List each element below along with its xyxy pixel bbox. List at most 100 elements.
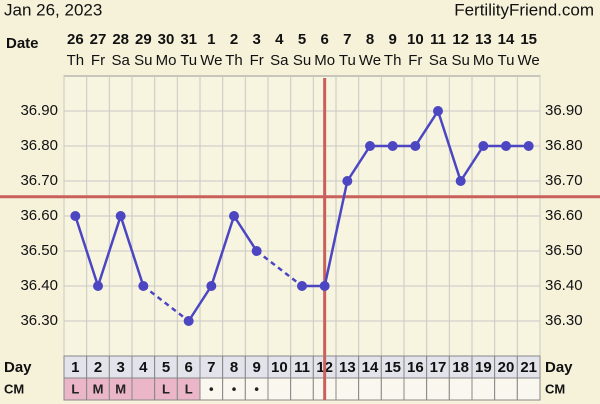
day-number: 10	[271, 359, 288, 376]
date-label: 7	[343, 31, 351, 48]
cm-cell	[403, 377, 428, 401]
weekday-label: Su	[451, 52, 469, 69]
y-tick-label: 36.30	[20, 312, 58, 329]
cm-cell	[131, 377, 156, 401]
cm-value: •	[232, 381, 237, 396]
day-number: 5	[162, 359, 170, 376]
cm-value: L	[162, 381, 170, 396]
line-segment	[436, 110, 462, 182]
temperature-point	[478, 141, 489, 151]
y-tick-label-right: 36.80	[545, 137, 583, 154]
date-label: 4	[275, 31, 284, 48]
date-label: 31	[180, 31, 197, 48]
y-tick-label: 36.50	[20, 242, 58, 259]
weekday-label: Sa	[429, 52, 448, 69]
weekday-label: Mo	[473, 52, 494, 69]
day-label-right: Day	[545, 359, 573, 376]
cm-value: •	[209, 381, 214, 396]
date-label: 1	[207, 31, 215, 48]
temperature-point	[206, 281, 217, 291]
day-number: 1	[71, 359, 79, 376]
date-label: Date	[6, 35, 39, 52]
date-label: 3	[252, 31, 260, 48]
y-tick-label-right: 36.60	[545, 207, 583, 224]
chart-title: Jan 26, 2023	[4, 0, 102, 19]
date-label: 14	[498, 31, 515, 48]
weekday-label: Tu	[180, 52, 197, 69]
cm-label: CM	[4, 381, 24, 396]
temperature-point	[115, 211, 126, 221]
y-tick-label: 36.90	[20, 102, 58, 119]
weekday-label: Th	[384, 52, 402, 69]
weekday-label: Th	[67, 52, 85, 69]
date-label: 9	[388, 31, 396, 48]
day-number: 18	[452, 359, 469, 376]
cm-cell	[426, 377, 450, 401]
temperature-point	[455, 176, 466, 186]
line-segment	[96, 215, 122, 287]
day-number: 14	[362, 359, 379, 376]
cm-cell	[335, 377, 360, 401]
cm-label-right: CM	[545, 381, 565, 396]
day-number: 2	[94, 359, 102, 376]
weekday-label: Su	[293, 52, 311, 69]
temperature-point	[138, 281, 149, 291]
cm-value: L	[185, 381, 193, 396]
temperature-point	[523, 141, 534, 151]
day-number: 6	[184, 359, 192, 376]
weekday-label: Mo	[314, 52, 335, 69]
temperature-point	[410, 141, 421, 151]
weekday-label: Th	[225, 52, 243, 69]
day-number: 13	[339, 359, 356, 376]
temperature-point	[501, 141, 511, 151]
weekday-label: Su	[134, 52, 152, 69]
weekday-label: We	[518, 52, 540, 69]
temperature-point	[319, 281, 330, 291]
day-number: 3	[116, 359, 124, 376]
line-segment	[119, 215, 145, 287]
temperature-point	[93, 281, 103, 291]
line-segment	[414, 110, 440, 147]
cm-cell	[380, 377, 405, 401]
day-number: 11	[294, 359, 310, 376]
day-number: 8	[230, 359, 238, 376]
date-label: 28	[112, 31, 129, 48]
date-label: 8	[366, 31, 374, 48]
temperature-point	[229, 211, 239, 221]
weekday-label: Sa	[111, 52, 130, 69]
date-label: 10	[407, 31, 424, 48]
temperature-point	[183, 316, 194, 326]
date-label: 29	[135, 31, 152, 48]
line-segment	[255, 250, 303, 287]
line-segment	[74, 215, 100, 287]
weekday-label: Fr	[408, 52, 422, 69]
cm-cell	[290, 377, 314, 401]
weekday-label: We	[200, 52, 222, 69]
temperature-point	[342, 176, 353, 186]
weekday-label: Mo	[156, 52, 177, 69]
y-tick-label-right: 36.50	[545, 242, 583, 259]
line-segment	[232, 215, 258, 252]
cm-cell	[516, 377, 541, 401]
temperature-point	[365, 141, 375, 151]
cm-value: L	[71, 381, 79, 396]
cm-cell	[358, 377, 382, 401]
y-tick-label-right: 36.30	[545, 312, 583, 329]
y-tick-label: 36.60	[20, 207, 58, 224]
date-label: 15	[520, 31, 537, 48]
line-segment	[187, 285, 213, 322]
cm-value: M	[115, 381, 126, 396]
y-tick-label-right: 36.90	[545, 102, 583, 119]
y-tick-label-right: 36.70	[545, 172, 583, 189]
day-number: 17	[430, 359, 447, 376]
date-label: 2	[230, 31, 238, 48]
date-label: 30	[158, 31, 175, 48]
line-segment	[323, 180, 349, 287]
day-number: 19	[475, 359, 492, 376]
weekday-label: Sa	[270, 52, 289, 69]
date-label: 12	[452, 31, 469, 48]
temperature-point	[387, 141, 398, 151]
cm-cell	[494, 377, 518, 401]
weekday-label: Tu	[498, 52, 515, 69]
